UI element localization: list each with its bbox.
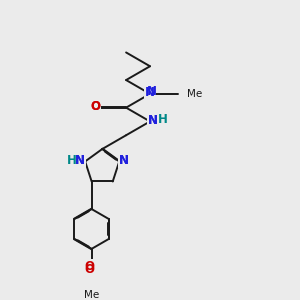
Text: N: N <box>145 86 155 99</box>
Text: H: H <box>158 113 167 126</box>
Text: O: O <box>90 100 100 113</box>
Text: N: N <box>119 154 129 166</box>
Text: N: N <box>75 154 85 166</box>
Text: N: N <box>75 154 85 166</box>
Text: N: N <box>119 154 129 166</box>
Text: N: N <box>148 114 158 127</box>
Text: O: O <box>84 263 94 276</box>
Text: N: N <box>146 85 156 98</box>
Text: N: N <box>148 114 158 127</box>
Text: O: O <box>90 100 100 113</box>
Text: Me: Me <box>187 89 202 99</box>
Text: H: H <box>66 154 76 166</box>
Text: O: O <box>84 260 94 273</box>
Text: Me: Me <box>84 290 99 300</box>
